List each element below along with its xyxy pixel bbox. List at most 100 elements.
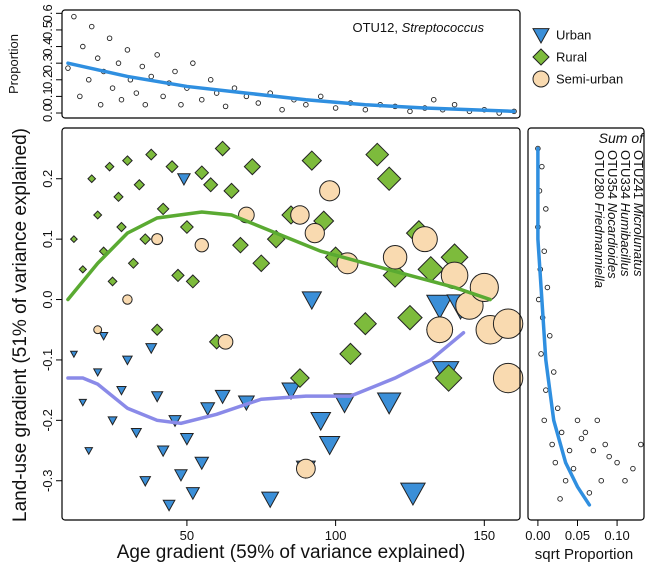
otu-id: OTU280 [592,150,607,199]
y-tick-label: 0.2 [40,170,55,188]
otu-id: OTU354 [605,150,620,199]
point [365,142,390,167]
point [630,465,636,472]
point [614,459,620,466]
point [194,456,210,471]
point [425,294,454,320]
point [214,140,231,157]
point [139,233,152,246]
point [84,447,94,456]
otu-genus: Microlunatus [631,203,645,277]
point [562,477,569,484]
x-tick-label: 50 [180,528,194,543]
point [318,435,341,456]
point [194,165,210,181]
point [353,312,378,336]
point [232,236,249,254]
point [200,402,216,417]
point [426,316,454,344]
point [71,13,77,20]
y-tick-label: 0.0 [40,104,55,122]
point [148,73,154,80]
point [574,417,581,424]
point [97,101,104,108]
otu-label: OTU354 Nocardioides [605,150,620,279]
point [558,429,565,436]
plot-area [66,140,524,512]
point [77,93,83,100]
point [255,100,262,106]
point [65,65,71,71]
point [333,393,356,414]
point [190,60,196,66]
point [116,221,127,233]
point [156,445,170,458]
legend-label: Urban [556,28,591,43]
annotation-title: Sum of [599,130,645,146]
point [86,77,92,83]
point [87,174,97,184]
point [541,248,547,254]
point [295,458,316,479]
point [113,191,124,203]
point [69,235,78,244]
smooth-line [66,61,516,114]
y-tick-label: 0.0 [40,290,55,308]
panel-frame [61,9,521,119]
otu-genus: Humibacillus [618,203,633,277]
point [550,369,557,375]
x-axis-title: Age gradient (59% of variance explained) [117,542,466,563]
otu-genus: Nocardioides [605,203,620,279]
point [93,325,103,335]
point [127,257,139,269]
point [411,226,438,253]
point [78,398,88,407]
point [107,276,118,287]
point [539,163,545,170]
plot-area [65,13,517,116]
x-tick-label: 100 [325,528,347,543]
smooth-line [66,210,493,302]
point [434,364,463,392]
otu-id: OTU241 [631,150,645,199]
point [222,103,229,110]
panel-frame [527,127,645,521]
point [88,23,95,30]
x-tick-label: 0.00 [525,528,550,543]
y-tick-label: 0.5 [40,21,55,39]
point [541,417,547,424]
point [150,323,164,336]
point [582,429,589,436]
point [139,63,146,70]
point [622,477,628,484]
point [281,382,301,401]
point [547,333,553,339]
point [122,294,133,305]
y-tick-label: -0.2 [40,409,55,431]
legend-marker [532,28,550,45]
point [554,405,561,412]
point [339,342,362,366]
point [217,334,234,350]
otu-label: OTU334 Humibacillus [618,150,633,277]
point [69,350,79,359]
point [92,368,103,377]
point [151,233,164,246]
point [214,389,231,405]
point [124,47,131,53]
point [407,108,413,115]
point [176,173,191,186]
smooth-line [66,331,466,426]
point [317,93,324,100]
point [319,180,341,202]
legend-marker [532,70,550,88]
y-axis-title: Proportion [6,34,21,94]
point [362,106,369,113]
point [303,101,309,108]
x-tick-label: 0.05 [565,528,590,543]
point [133,179,146,191]
point [172,68,178,75]
point [492,308,524,339]
point [207,77,214,83]
point [382,245,408,270]
